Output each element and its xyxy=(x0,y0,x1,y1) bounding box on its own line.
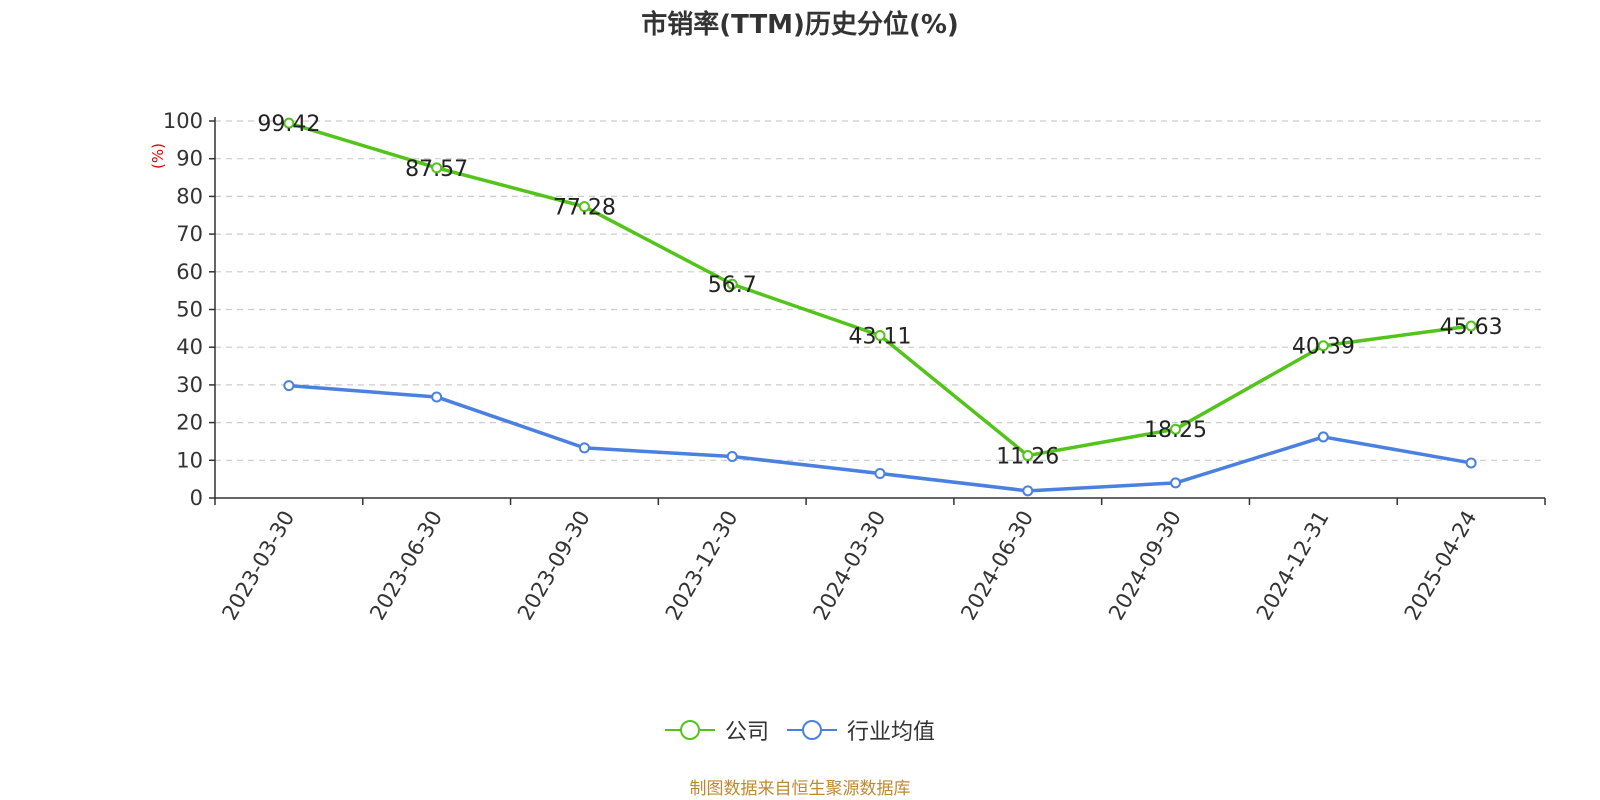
x-tick-label-2023-09-30: 2023-09-30 xyxy=(513,507,595,625)
data-label-1: 87.57 xyxy=(405,157,468,182)
data-label-4: 43.11 xyxy=(849,324,912,349)
y-axis-label: (%) xyxy=(149,143,167,169)
series-lines xyxy=(283,117,1477,497)
data-label-5: 11.26 xyxy=(996,445,1059,470)
series-0-point-7 xyxy=(1317,340,1329,352)
x-tick-label-2024-09-30: 2024-09-30 xyxy=(1104,507,1186,625)
x-tick-label-2023-06-30: 2023-06-30 xyxy=(365,507,447,625)
data-label-3: 56.7 xyxy=(708,273,757,298)
source-note: 制图数据来自恒生聚源数据库 xyxy=(689,779,911,799)
data-label-0: 99.42 xyxy=(257,112,320,137)
data-label-6: 18.25 xyxy=(1144,418,1207,443)
legend-industry-icon xyxy=(787,720,837,740)
legend-item-company[interactable]: 公司 xyxy=(664,714,769,746)
grid-lines xyxy=(215,120,1545,461)
data-label-2: 77.28 xyxy=(553,196,616,221)
y-tick-label-20: 20 xyxy=(176,411,203,435)
data-label-8: 45.63 xyxy=(1440,315,1503,340)
series-1-point-8 xyxy=(1465,457,1477,469)
x-tick-label-2024-03-30: 2024-03-30 xyxy=(809,507,891,625)
series-1-point-1 xyxy=(431,391,443,403)
y-tick-label-0: 0 xyxy=(190,486,203,510)
y-tick-label-30: 30 xyxy=(176,373,203,397)
legend-company-label: 公司 xyxy=(724,720,769,745)
series-1-point-6 xyxy=(1170,477,1182,489)
y-tick-label-90: 90 xyxy=(176,147,203,171)
legend-item-industry[interactable]: 行业均值 xyxy=(787,714,935,746)
series-0-point-5 xyxy=(1022,450,1034,462)
y-tick-label-100: 100 xyxy=(163,109,203,133)
series-0-point-4 xyxy=(874,329,886,341)
data-label-7: 40.39 xyxy=(1292,335,1355,360)
data-labels: 99.42 87.57 77.28 56.7 43.11 11.26 18.25 40.39 4… xyxy=(257,112,1502,469)
series-0-point-0 xyxy=(283,117,295,129)
series-0-point-3 xyxy=(726,278,738,290)
series-1-point-7 xyxy=(1317,431,1329,443)
series-0-point-1 xyxy=(431,162,443,174)
series-0-point-2 xyxy=(578,201,590,213)
y-tick-label-70: 70 xyxy=(176,222,203,246)
series-0-point-8 xyxy=(1465,320,1477,332)
series-1-point-0 xyxy=(283,380,295,392)
series-1-point-5 xyxy=(1022,485,1034,497)
x-tick-label-2023-03-30: 2023-03-30 xyxy=(217,507,299,625)
chart-title: 市销率(TTM)历史分位(%) xyxy=(641,10,959,40)
y-tick-label-10: 10 xyxy=(176,448,203,472)
y-tick-label-80: 80 xyxy=(176,184,203,208)
x-tick-label-2024-12-31: 2024-12-31 xyxy=(1252,507,1334,625)
x-tick-label-2025-04-24: 2025-04-24 xyxy=(1400,507,1482,625)
legend: 公司 行业均值 xyxy=(0,714,1600,746)
y-tick-label-50: 50 xyxy=(176,298,203,322)
y-tick-label-60: 60 xyxy=(176,260,203,284)
y-tick-label-40: 40 xyxy=(176,335,203,359)
legend-company-icon xyxy=(664,720,715,740)
series-1-point-3 xyxy=(726,451,738,463)
axes: 0 10 20 30 40 50 60 70 80 90 100 (%) 2023-03-30 2023-… xyxy=(149,109,1546,625)
x-tick-label-2024-06-30: 2024-06-30 xyxy=(956,507,1038,625)
series-1-point-2 xyxy=(578,442,590,454)
x-tick-label-2023-12-30: 2023-12-30 xyxy=(661,507,743,625)
series-0-point-6 xyxy=(1170,423,1182,435)
legend-industry-label: 行业均值 xyxy=(847,720,936,745)
series-1-point-4 xyxy=(874,467,886,479)
